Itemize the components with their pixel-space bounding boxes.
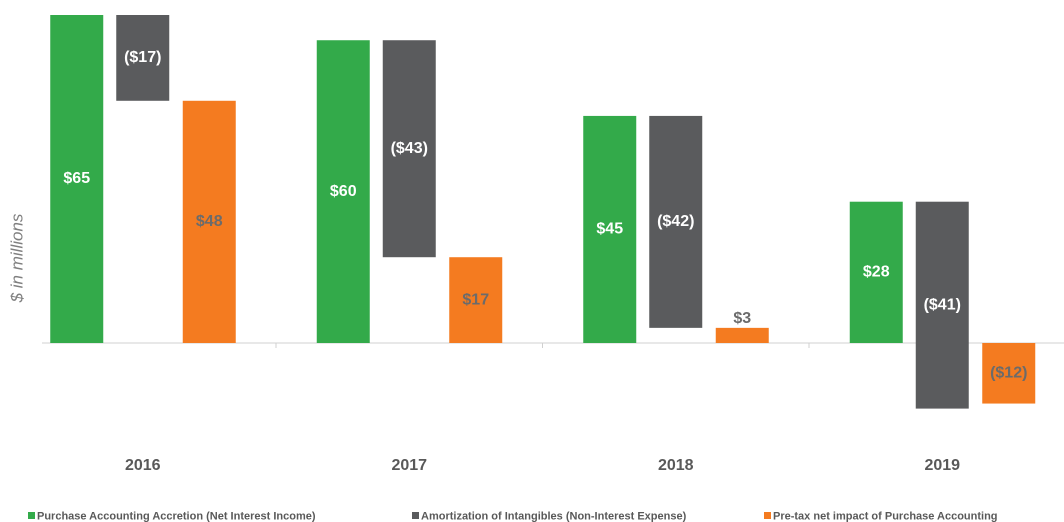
legend-label: Pre-tax net impact of Purchase Accountin… [773, 510, 998, 522]
data-label: $28 [863, 264, 890, 281]
x-tick-label: 2016 [125, 457, 161, 474]
x-tick-label: 2018 [658, 457, 694, 474]
data-label: $17 [462, 291, 489, 308]
bar [382, 40, 436, 258]
legend-label: Purchase Accounting Accretion (Net Inter… [37, 510, 316, 522]
legend-swatch [764, 512, 771, 519]
x-tick-label: 2019 [924, 457, 960, 474]
bar [583, 115, 637, 343]
bar [50, 15, 104, 343]
data-label: $60 [330, 183, 357, 200]
data-label: $45 [596, 221, 623, 238]
bar [849, 201, 903, 343]
data-label: $3 [733, 310, 751, 327]
bar [182, 100, 236, 344]
legend-swatch [28, 512, 35, 519]
x-tick-label: 2017 [391, 457, 427, 474]
data-label: ($12) [990, 364, 1027, 381]
data-label: ($43) [391, 140, 428, 157]
bar [915, 201, 969, 409]
legend-label: Amortization of Intangibles (Non-Interes… [421, 510, 687, 522]
legend-swatch [412, 512, 419, 519]
data-label: $65 [63, 170, 90, 187]
y-axis-label: $ in millions [7, 213, 26, 303]
bar [316, 40, 370, 343]
data-label: ($42) [657, 213, 694, 230]
bar [715, 327, 769, 343]
bar [982, 343, 1036, 404]
data-label: ($17) [124, 49, 161, 66]
data-label: ($41) [924, 296, 961, 313]
bar [116, 15, 170, 101]
bar [449, 257, 503, 343]
bar [649, 115, 703, 328]
data-label: $48 [196, 213, 223, 230]
